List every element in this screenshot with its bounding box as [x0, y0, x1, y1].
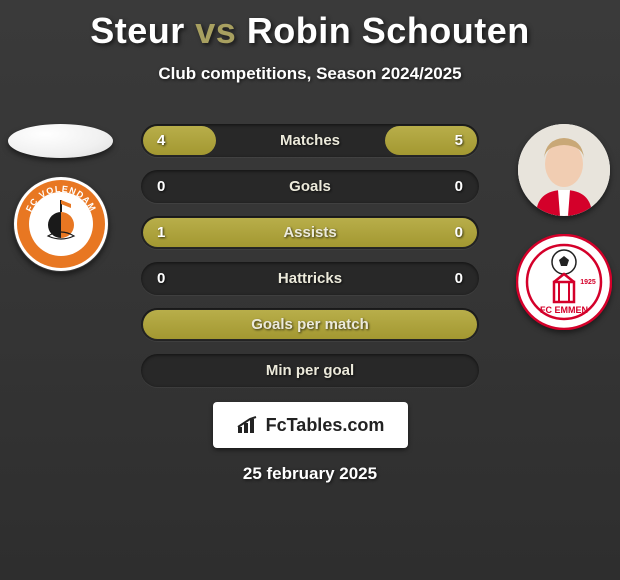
stat-bar: Goals per match [141, 308, 479, 341]
stat-bars: 45Matches 00Goals 10Assists 00Hattricks Goal… [141, 124, 479, 387]
player2-name: Robin Schouten [247, 10, 530, 51]
svg-text:FC EMMEN: FC EMMEN [540, 305, 588, 315]
comparison-date: 25 february 2025 [0, 464, 620, 484]
player1-name: Steur [90, 10, 185, 51]
brand-chart-icon [236, 415, 262, 435]
player2-avatar [518, 124, 610, 216]
brand-badge: FcTables.com [213, 402, 408, 448]
vs-separator: vs [195, 10, 236, 51]
brand-text: FcTables.com [266, 415, 385, 436]
comparison-title: Steur vs Robin Schouten [0, 0, 620, 52]
stat-bar: 00Hattricks [141, 262, 479, 295]
stat-label: Goals [141, 170, 479, 203]
comparison-content: FC VOLENDAM FC EMMEN 1925 45Matches 00Goal… [0, 124, 620, 484]
player1-avatar [8, 124, 113, 158]
stat-label: Matches [141, 124, 479, 157]
stat-label: Min per goal [141, 354, 479, 387]
stat-label: Assists [141, 216, 479, 249]
player2-club-logo: FC EMMEN 1925 [516, 234, 612, 330]
player2-column: FC EMMEN 1925 [516, 124, 612, 330]
svg-text:1925: 1925 [580, 279, 596, 286]
player1-column: FC VOLENDAM [8, 124, 113, 272]
player1-club-logo: FC VOLENDAM [13, 176, 109, 272]
stat-bar: 00Goals [141, 170, 479, 203]
stat-bar: Min per goal [141, 354, 479, 387]
stat-bar: 45Matches [141, 124, 479, 157]
subtitle: Club competitions, Season 2024/2025 [0, 64, 620, 84]
stat-label: Goals per match [141, 308, 479, 341]
stat-label: Hattricks [141, 262, 479, 295]
stat-bar: 10Assists [141, 216, 479, 249]
